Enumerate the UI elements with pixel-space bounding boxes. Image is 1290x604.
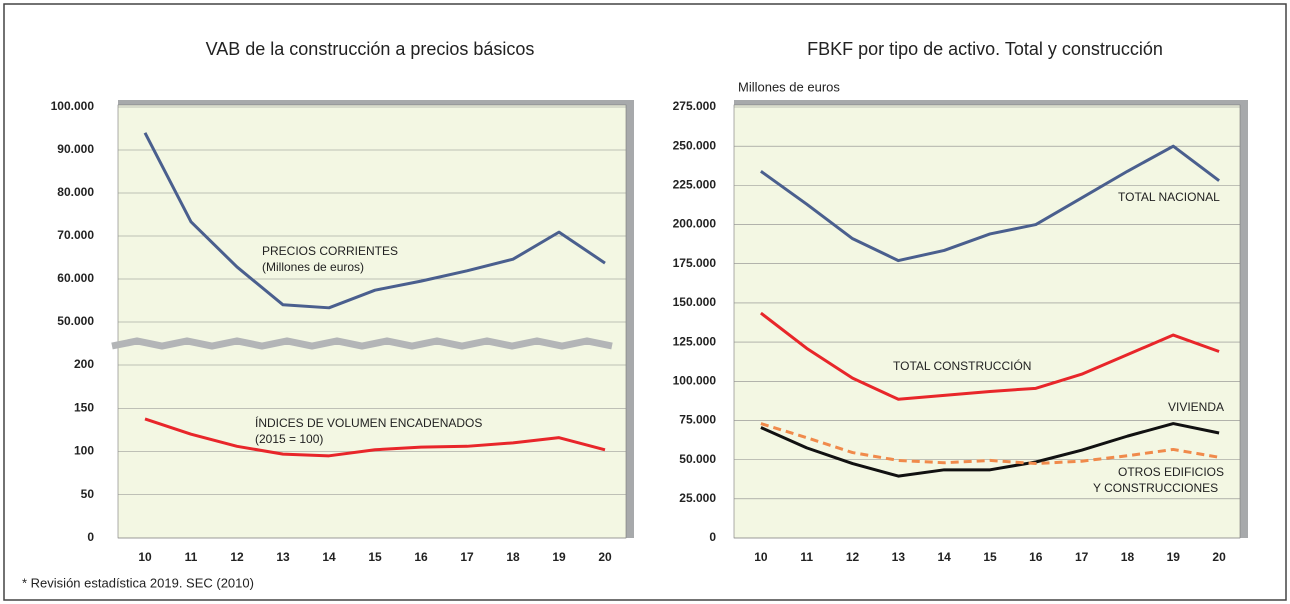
x-tick-label: 15	[983, 550, 997, 564]
series-label: VIVIENDA	[1168, 400, 1224, 414]
y-tick-label: 80.000	[57, 185, 94, 199]
series-label: TOTAL NACIONAL	[1118, 190, 1220, 204]
y-tick-label: 50	[81, 487, 95, 501]
series-label: TOTAL CONSTRUCCIÓN	[893, 358, 1031, 373]
x-tick-label: 17	[460, 550, 474, 564]
x-tick-label: 16	[414, 550, 428, 564]
x-tick-label: 11	[185, 550, 198, 564]
y-tick-label: 50.000	[57, 314, 94, 328]
x-tick-label: 17	[1075, 550, 1089, 564]
x-tick-label: 13	[276, 550, 290, 564]
x-tick-label: 16	[1029, 550, 1043, 564]
y-tick-label: 200	[74, 357, 94, 371]
y-tick-label: 150	[74, 400, 94, 414]
x-tick-label: 18	[1121, 550, 1135, 564]
plot-area	[117, 104, 627, 539]
y-tick-label: 0	[87, 530, 94, 544]
y-tick-label: 125.000	[673, 334, 717, 348]
x-tick-label: 19	[552, 550, 566, 564]
y-tick-label: 100	[74, 444, 94, 458]
y-tick-label: 275.000	[673, 99, 717, 113]
series-line	[759, 311, 1220, 401]
x-tick-label: 20	[1212, 550, 1226, 564]
y-tick-label: 25.000	[679, 491, 716, 505]
series-line	[760, 422, 1220, 466]
plot-area	[733, 104, 1241, 539]
x-tick-label: 11	[800, 550, 813, 564]
x-tick-label: 14	[938, 550, 952, 564]
y-tick-label: 150.000	[673, 295, 717, 309]
y-tick-label: 200.000	[673, 217, 717, 231]
series-note: Y CONSTRUCCIONES	[1093, 481, 1218, 495]
y-tick-label: 50.000	[679, 452, 716, 466]
footnote: * Revisión estadística 2019. SEC (2010)	[22, 575, 254, 590]
x-tick-label: 10	[138, 550, 152, 564]
chart-title: VAB de la construcción a precios básicos	[206, 39, 535, 59]
series-label: OTROS EDIFICIOS	[1118, 465, 1224, 479]
x-tick-label: 18	[506, 550, 520, 564]
x-tick-label: 13	[892, 550, 906, 564]
series-line	[760, 144, 1220, 263]
x-tick-label: 15	[368, 550, 382, 564]
series-line	[143, 132, 606, 310]
series-line	[144, 417, 606, 458]
y-tick-label: 70.000	[57, 228, 94, 242]
axis-break	[111, 337, 613, 350]
x-tick-label: 12	[846, 550, 860, 564]
y-tick-label: 100.000	[51, 99, 95, 113]
series-line	[760, 422, 1220, 478]
y-tick-label: 175.000	[673, 256, 717, 270]
y-tick-label: 0	[709, 530, 716, 544]
x-tick-label: 19	[1167, 550, 1181, 564]
x-tick-label: 20	[598, 550, 612, 564]
series-note: (Millones de euros)	[262, 260, 364, 274]
chart-title: FBKF por tipo de activo. Total y constru…	[807, 39, 1163, 59]
y-tick-label: 60.000	[57, 271, 94, 285]
y-tick-label: 100.000	[673, 373, 717, 387]
y-tick-label: 75.000	[679, 413, 716, 427]
y-tick-label: 250.000	[673, 138, 717, 152]
x-tick-label: 10	[754, 550, 768, 564]
y-axis-label: Millones de euros	[738, 79, 840, 94]
x-tick-label: 14	[322, 550, 336, 564]
y-tick-label: 90.000	[57, 142, 94, 156]
series-label: PRECIOS CORRIENTES	[262, 244, 398, 258]
y-tick-label: 225.000	[673, 178, 717, 192]
series-note: (2015 = 100)	[255, 432, 323, 446]
x-tick-label: 12	[230, 550, 244, 564]
series-label: ÍNDICES DE VOLUMEN ENCADENADOS	[255, 415, 482, 430]
